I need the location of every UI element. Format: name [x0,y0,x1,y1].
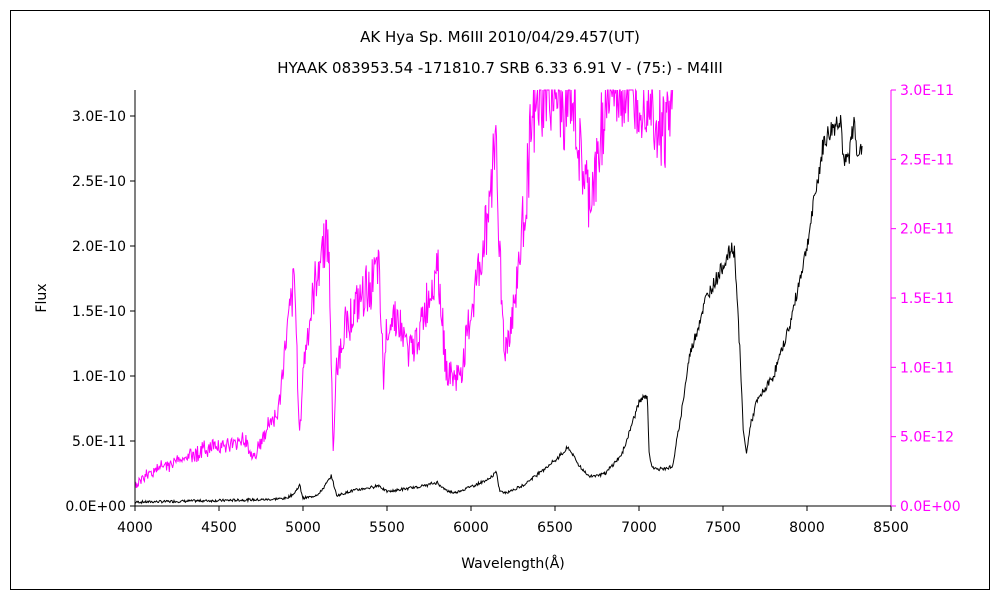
chart-title: AK Hya Sp. M6III 2010/04/29.457(UT) [360,28,640,46]
right-axis-series-line [134,88,674,488]
y-right-tick-label: 3.0E-11 [900,83,954,99]
x-axis-label: Wavelength(Å) [461,555,565,572]
y-right-tick-label: 1.0E-11 [900,360,954,376]
y-left-tick-label: 3.0E-10 [72,109,126,125]
y-right-tick-label: 1.5E-11 [900,291,954,307]
x-tick-label: 5000 [285,520,321,536]
y-left-tick-label: 1.0E-10 [72,369,126,385]
y-left-tick-label: 5.0E-11 [72,434,126,450]
x-tick-label: 7000 [621,520,657,536]
y-right-tick-label: 2.5E-11 [900,152,954,168]
left-axis-series-line [134,114,863,505]
y-axis-label: Flux [34,283,50,312]
y-left-tick-label: 2.0E-10 [72,239,126,255]
y-left-tick-label: 1.5E-10 [72,304,126,320]
x-tick-label: 8000 [789,520,825,536]
x-tick-label: 6500 [537,520,573,536]
x-tick-label: 6000 [453,520,489,536]
x-tick-label: 8500 [873,520,909,536]
chart-subtitle: HYAAK 083953.54 -171810.7 SRB 6.33 6.91 … [277,59,723,77]
y-right-tick-label: 5.0E-12 [900,430,954,446]
x-tick-label: 4500 [201,520,237,536]
y-right-tick-label: 2.0E-11 [900,222,954,238]
x-tick-label: 5500 [369,520,405,536]
y-left-tick-label: 0.0E+00 [65,499,126,515]
y-right-tick-label: 0.0E+00 [900,499,961,515]
x-tick-label: 7500 [705,520,741,536]
chart-frame [10,10,990,590]
ticks-layer: 4000 4500 5000 5500 6000 6500 7000 7500 8000 8500… [65,83,960,536]
y-left-tick-label: 2.5E-10 [72,174,126,190]
series-layer [134,88,863,505]
x-tick-label: 4000 [117,520,153,536]
